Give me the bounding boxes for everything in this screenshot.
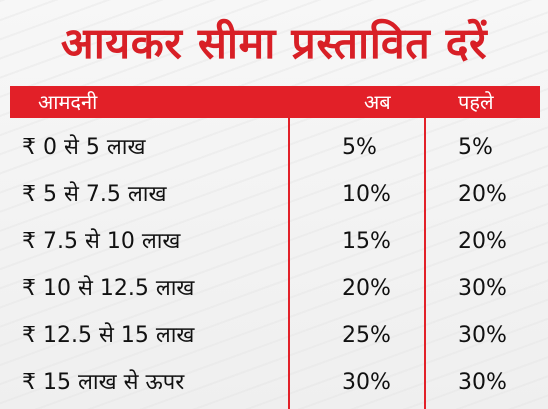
income-slab: ₹ 7.5 से 10 लाख (22, 229, 181, 254)
now-column-header: अब (364, 90, 391, 114)
table-row: ₹ 5 से 7.5 लाख 10% 20% (0, 175, 548, 215)
old-rate: 20% (458, 182, 507, 207)
new-rate: 10% (342, 182, 391, 207)
income-slab: ₹ 10 से 12.5 लाख (22, 276, 195, 301)
old-rate: 30% (458, 370, 507, 395)
old-rate: 30% (458, 276, 507, 301)
table-row: ₹ 10 से 12.5 लाख 20% 30% (0, 269, 548, 309)
table-row: ₹ 0 से 5 लाख 5% 5% (0, 128, 548, 168)
income-slab: ₹ 0 से 5 लाख (22, 135, 146, 160)
column-divider (424, 118, 426, 409)
income-slab: ₹ 5 से 7.5 लाख (22, 182, 167, 207)
new-rate: 15% (342, 229, 391, 254)
income-column-header: आमदनी (38, 90, 98, 114)
new-rate: 20% (342, 276, 391, 301)
table-row: ₹ 12.5 से 15 लाख 25% 30% (0, 316, 548, 356)
old-rate: 30% (458, 323, 507, 348)
before-column-header: पहले (458, 90, 494, 114)
income-slab: ₹ 15 लाख से ऊपर (22, 370, 185, 395)
table-row: ₹ 15 लाख से ऊपर 30% 30% (0, 363, 548, 403)
old-rate: 5% (458, 135, 493, 160)
new-rate: 5% (342, 135, 377, 160)
old-rate: 20% (458, 229, 507, 254)
table-header: आमदनी अब पहले (10, 86, 540, 118)
income-slab: ₹ 12.5 से 15 लाख (22, 323, 195, 348)
new-rate: 25% (342, 323, 391, 348)
table-row: ₹ 7.5 से 10 लाख 15% 20% (0, 222, 548, 262)
page-title: आयकर सीमा प्रस्तावित दरें (60, 18, 488, 69)
new-rate: 30% (342, 370, 391, 395)
column-divider (288, 118, 290, 409)
